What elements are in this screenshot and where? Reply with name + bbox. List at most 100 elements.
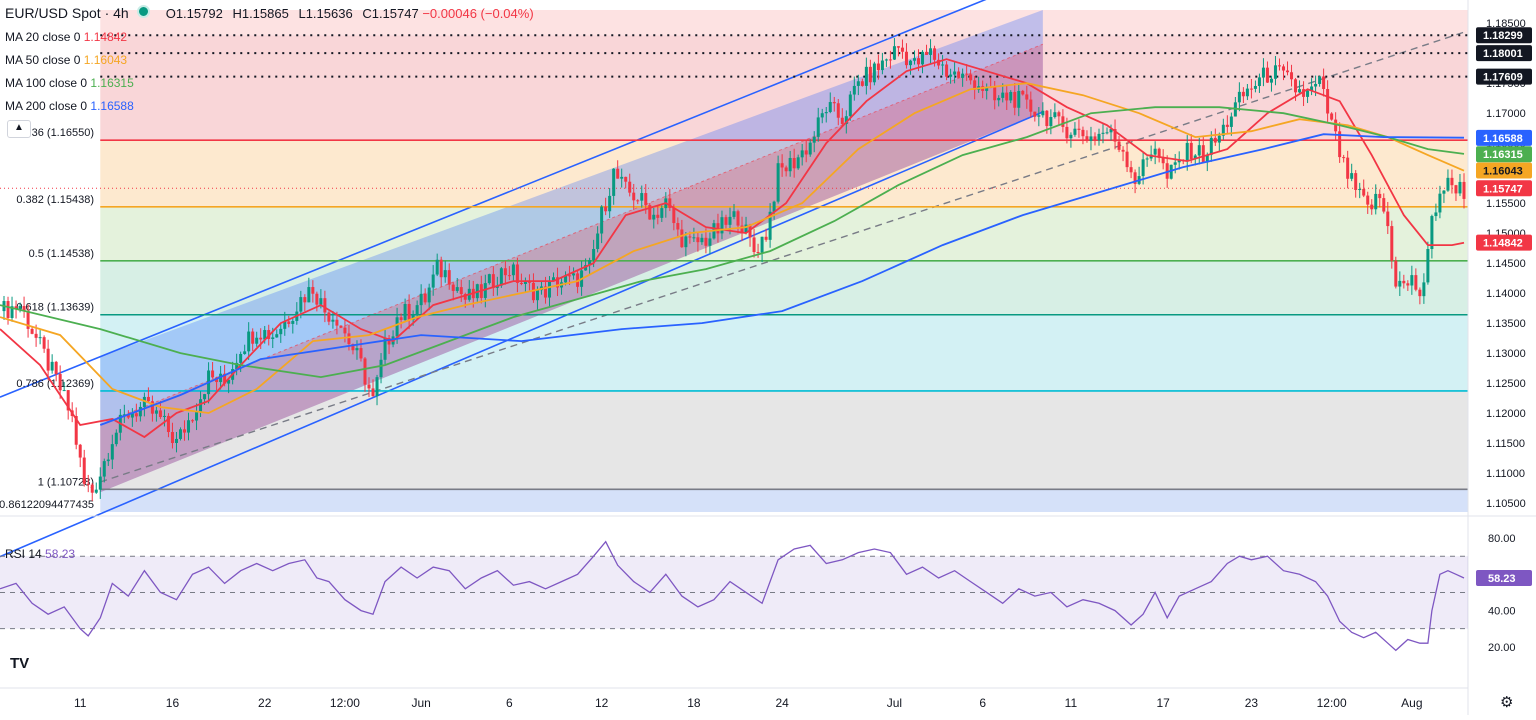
candle-body <box>183 429 187 433</box>
candle-body <box>239 353 243 363</box>
candle-body <box>50 361 54 371</box>
fib-level-label: 0.786 (1.12369) <box>16 378 94 390</box>
candle-body <box>993 87 997 101</box>
candle-body <box>423 293 427 303</box>
ma-legend-20[interactable]: MA 20 close 0 1.14842 <box>5 30 127 44</box>
candle-body <box>696 237 700 243</box>
price-tag <box>1476 162 1532 179</box>
price-change: −0.00046 (−0.04%) <box>422 6 534 21</box>
candle-body <box>499 268 503 286</box>
candle-body <box>848 94 852 117</box>
symbol-title[interactable]: EUR/USD Spot · 4h <box>5 5 129 21</box>
candle-body <box>1414 275 1418 290</box>
rsi-legend[interactable]: RSI 14 58.23 <box>5 547 75 561</box>
candle-body <box>1253 85 1257 89</box>
candle-body <box>1338 131 1342 158</box>
candle-body <box>949 74 953 77</box>
candle-body <box>359 348 363 359</box>
candle-body <box>1394 260 1398 287</box>
price-axis-bg <box>1468 0 1536 715</box>
candle-body <box>38 337 42 339</box>
ma-legend-200[interactable]: MA 200 close 0 1.16588 <box>5 99 134 113</box>
candle-body <box>953 71 957 75</box>
candle-body <box>383 338 387 360</box>
candle-body <box>223 373 227 384</box>
candle-body <box>1021 90 1025 95</box>
candle-body <box>756 252 760 254</box>
fib-level-label: 0.5 (1.14538) <box>29 248 94 260</box>
candle-body <box>1069 134 1073 139</box>
candle-body <box>275 334 279 338</box>
candle-body <box>1358 189 1362 191</box>
price-tick-label: 1.11500 <box>1486 438 1525 450</box>
candle-body <box>82 457 86 484</box>
candle-body <box>507 275 511 277</box>
candle-body <box>1045 110 1049 127</box>
candle-body <box>547 280 551 298</box>
candle-body <box>415 305 419 316</box>
candle-body <box>1077 128 1081 130</box>
candle-body <box>22 306 26 311</box>
candle-body <box>343 327 347 334</box>
candle-body <box>812 136 816 143</box>
candle-body <box>672 207 676 224</box>
rsi-line <box>0 540 1465 652</box>
price-tag-label: 1.14842 <box>1483 238 1523 250</box>
candle-body <box>896 46 900 48</box>
candle-body <box>1241 91 1245 97</box>
candle-body <box>6 301 10 318</box>
candle-body <box>1001 92 1005 98</box>
tradingview-logo-icon[interactable]: TV <box>10 655 30 672</box>
fib-zone <box>100 260 1469 315</box>
candle-body <box>255 337 259 344</box>
candle-body <box>1454 185 1458 194</box>
ma-legend-50[interactable]: MA 50 close 0 1.16043 <box>5 53 127 67</box>
candle-body <box>1065 126 1069 139</box>
candle-body <box>203 394 207 400</box>
candle-body <box>491 274 495 288</box>
candle-body <box>1462 181 1466 199</box>
candle-body <box>640 193 644 201</box>
chevron-up-icon[interactable]: ▲ <box>7 120 31 138</box>
price-tag-label: 1.17609 <box>1483 72 1523 84</box>
candle-body <box>1334 119 1338 132</box>
price-tag-label: 1.15747 <box>1483 183 1523 195</box>
candle-body <box>752 237 756 253</box>
fib-level-label: 0.86122094477435 <box>0 499 94 511</box>
candle-body <box>1173 162 1177 165</box>
candle-body <box>463 293 467 300</box>
candle-body <box>680 229 684 248</box>
ma-legend-100[interactable]: MA 100 close 0 1.16315 <box>5 76 134 90</box>
time-tick-label: Jun <box>411 696 430 710</box>
candle-body <box>876 63 880 71</box>
candle-body <box>523 280 527 284</box>
candle-body <box>1153 148 1157 155</box>
market-status-icon <box>136 5 150 18</box>
candle-body <box>1013 91 1017 108</box>
candle-body <box>1009 91 1013 101</box>
price-tag-label: 1.16588 <box>1483 133 1523 145</box>
candle-body <box>1302 89 1306 97</box>
gear-icon[interactable]: ⚙ <box>1500 694 1514 711</box>
candle-body <box>660 208 664 218</box>
candle-body <box>347 333 351 345</box>
candle-body <box>66 390 70 411</box>
candle-body <box>427 287 431 303</box>
candle-body <box>564 275 568 283</box>
candle-body <box>311 287 315 294</box>
candle-body <box>199 399 203 413</box>
candle-body <box>736 211 740 226</box>
price-tick-label: 1.13500 <box>1486 318 1526 330</box>
candle-body <box>700 237 704 243</box>
time-tick-label: 12:00 <box>330 696 360 710</box>
candle-body <box>431 274 435 288</box>
candle-body <box>1129 167 1133 173</box>
price-tag <box>1476 129 1532 146</box>
candle-body <box>1081 129 1085 137</box>
candle-body <box>42 337 46 349</box>
candle-body <box>1041 110 1045 116</box>
candle-body <box>363 358 367 385</box>
candle-body <box>26 310 30 329</box>
candle-body <box>211 370 215 378</box>
